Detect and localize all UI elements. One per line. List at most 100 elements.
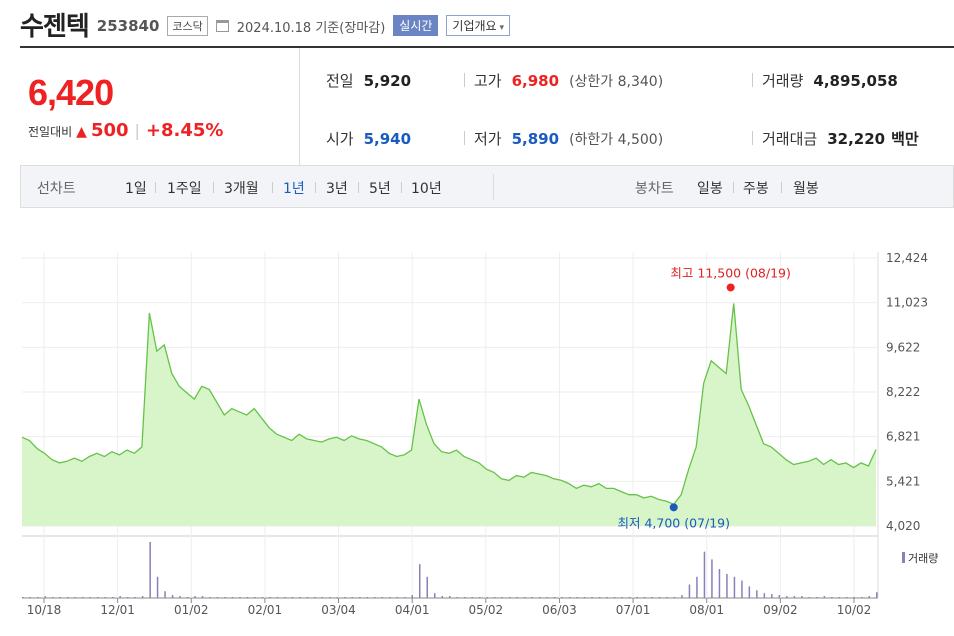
volume-bar (374, 597, 376, 598)
volume-bar (576, 597, 578, 598)
volume-bar (786, 596, 788, 598)
volume-bar (808, 597, 811, 598)
volume-bar (104, 597, 106, 598)
volume-bar (561, 597, 563, 598)
trade-volume: 거래량 4,895,058 (762, 72, 898, 90)
tab-3y[interactable]: 3년 (326, 181, 348, 197)
volume-bar (501, 597, 503, 598)
volume-bar (194, 596, 196, 598)
tab-separator (733, 182, 734, 193)
up-triangle-icon: ▲ (76, 124, 87, 140)
x-tick-label: 08/01 (689, 603, 724, 617)
volume-bar (523, 597, 526, 598)
volume-bar (81, 597, 84, 598)
volume-bar (351, 597, 354, 598)
volume-bar (441, 596, 443, 598)
volume-bar (411, 595, 413, 598)
volume-bar (22, 597, 24, 598)
volume-bar (329, 597, 331, 598)
tab-separator (401, 182, 402, 193)
change-separator: | (134, 121, 140, 140)
volume-bar (666, 597, 668, 598)
volume-bar (673, 597, 676, 598)
tab-separator (358, 182, 359, 193)
volume-bar (29, 597, 31, 598)
volume-bar (606, 597, 608, 598)
volume-bar (733, 576, 736, 598)
volume-bar (89, 597, 91, 598)
volume-bar (718, 569, 721, 598)
volume-bar (823, 596, 826, 598)
volume-bar (261, 597, 264, 598)
tab-daily-candle[interactable]: 일봉 (697, 181, 723, 197)
volume-bar (119, 596, 121, 598)
volume-bar (456, 597, 458, 598)
volume-bar (186, 597, 189, 598)
volume-bar (291, 597, 294, 598)
volume-bar (531, 597, 533, 598)
volume-bar (741, 580, 743, 598)
volume-bar (389, 597, 391, 598)
volume-bar (276, 597, 279, 598)
volume-bar (868, 596, 870, 598)
volume-bar (591, 597, 593, 598)
y-tick-label: 11,023 (886, 296, 928, 310)
tab-1y[interactable]: 1년 (283, 181, 305, 197)
volume-bar (381, 597, 384, 598)
realtime-button[interactable]: 실시간 (393, 15, 439, 36)
change-amount: 500 (90, 120, 129, 141)
volume-bar (156, 576, 159, 598)
change-label: 전일대비 (28, 125, 73, 139)
tab-1d[interactable]: 1일 (125, 181, 147, 197)
volume-bar (763, 593, 766, 598)
volume-bar (269, 597, 271, 598)
volume-bar (748, 586, 751, 598)
x-tick-label: 04/01 (395, 603, 430, 617)
line-chart-label: 선차트 (37, 181, 76, 197)
tab-monthly-candle[interactable]: 월봉 (793, 181, 819, 197)
x-tick-label: 07/01 (616, 603, 651, 617)
y-tick-label: 8,222 (886, 385, 920, 399)
volume-bar (538, 597, 541, 598)
volume-bar (636, 597, 638, 598)
volume-bar (359, 597, 361, 598)
quote-date: 2024.10.18 기준(장마감) (236, 20, 386, 36)
volume-bar (126, 597, 129, 598)
volume-bar (111, 597, 114, 598)
volume-bar (336, 597, 339, 598)
volume-bar (52, 597, 54, 598)
tab-10y[interactable]: 10년 (411, 181, 442, 197)
company-info-dropdown[interactable]: 기업개요 (446, 15, 510, 36)
x-tick-label: 01/02 (174, 603, 209, 617)
volume-bar (861, 597, 863, 598)
high-price: 고가 6,980 (상한가 8,340) (474, 72, 664, 90)
volume-bar (546, 597, 548, 598)
volume-bar (876, 592, 878, 598)
price-line (21, 303, 877, 506)
volume-bar (853, 597, 855, 598)
current-price-panel: 6,420 전일대비 ▲ 500 | +8.45% (20, 48, 300, 166)
volume-bar (793, 596, 796, 598)
tab-5y[interactable]: 5년 (369, 181, 391, 197)
volume-bar (756, 590, 758, 598)
volume-bar (284, 597, 286, 598)
tab-weekly-candle[interactable]: 주봉 (743, 181, 769, 197)
y-tick-label: 5,421 (886, 474, 920, 488)
volume-bar (239, 597, 241, 598)
price-area-fill (22, 303, 876, 526)
tab-3m[interactable]: 3개월 (224, 181, 259, 197)
volume-bar (344, 597, 346, 598)
x-tick-label: 10/18 (27, 603, 62, 617)
market-badge: 코스닥 (167, 15, 208, 36)
tab-separator (213, 182, 214, 193)
volume-bar (681, 595, 683, 598)
x-tick-label: 09/02 (763, 603, 798, 617)
volume-bar (149, 542, 151, 598)
high-point-marker (726, 283, 735, 292)
tab-1w[interactable]: 1주일 (167, 181, 202, 197)
volume-bar (96, 597, 99, 598)
quote-stats: 전일 5,920 시가 5,940 고가 6,980 (상한가 8,340) 저가 5,… (300, 48, 954, 166)
y-tick-label: 6,821 (886, 430, 920, 444)
volume-bar (171, 595, 174, 598)
volume-bar (778, 595, 781, 598)
